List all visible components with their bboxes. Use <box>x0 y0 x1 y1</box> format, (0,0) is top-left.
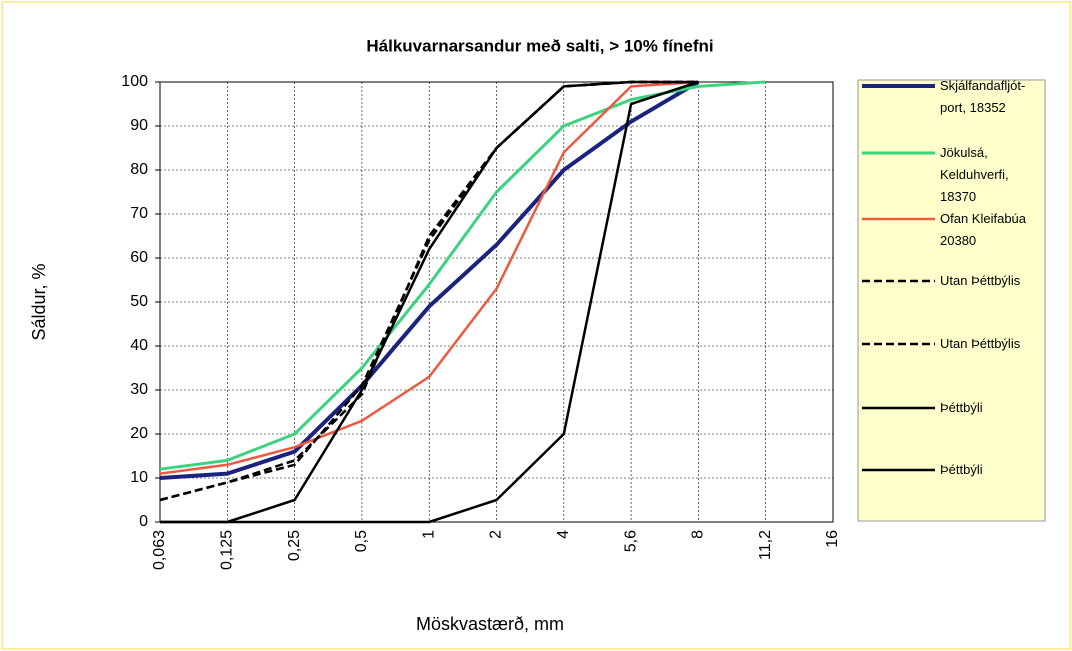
y-tick-label: 90 <box>130 117 148 134</box>
legend-label: Skjálfandafljót-port, 18352 <box>940 78 1026 115</box>
legend-label: Ofan Kleifabúa 20380 <box>940 211 1027 248</box>
legend-label: Þéttbýli <box>940 400 983 415</box>
x-tick-label: 0,25 <box>286 530 303 561</box>
x-tick-label: 8 <box>690 530 707 539</box>
series-line <box>160 80 699 524</box>
legend-label: Utan Þéttbýlis <box>940 273 1021 288</box>
x-axis-label: Möskvastærð, mm <box>416 614 564 634</box>
x-tick-label: 0,125 <box>219 530 236 570</box>
series-line <box>160 80 699 524</box>
y-tick-label: 100 <box>121 73 148 90</box>
x-tick-label: 5,6 <box>622 530 639 552</box>
chart-title: Hálkuvarnarsandur með salti, > 10% fínef… <box>366 36 713 55</box>
plot-border <box>159 81 834 523</box>
y-tick-label: 0 <box>139 513 148 530</box>
legend-label: Jökulsá, Kelduhverfi, 18370 <box>940 145 1009 204</box>
y-tick-label: 60 <box>130 249 148 266</box>
y-tick-label: 20 <box>130 425 148 442</box>
y-tick-label: 50 <box>130 293 148 310</box>
x-tick-label: 4 <box>555 530 572 539</box>
y-tick-label: 40 <box>130 337 148 354</box>
x-tick-label: 0,063 <box>151 530 168 570</box>
x-tick-label: 0,5 <box>353 530 370 552</box>
y-axis-label: Sáldur, % <box>29 263 49 340</box>
series-line <box>159 80 699 475</box>
x-tick-label: 16 <box>824 530 841 548</box>
series-line <box>159 80 700 480</box>
y-tick-label: 80 <box>130 161 148 178</box>
legend-label: Utan Þéttbýlis <box>940 336 1021 351</box>
x-tick-label: 11,2 <box>757 530 774 560</box>
y-tick-label: 10 <box>130 469 148 486</box>
legend-label: Þéttbýli <box>940 462 983 477</box>
x-tick-label: 2 <box>488 530 505 539</box>
x-tick-label: 1 <box>420 530 437 539</box>
y-tick-label: 30 <box>130 381 148 398</box>
y-tick-label: 70 <box>130 205 148 222</box>
